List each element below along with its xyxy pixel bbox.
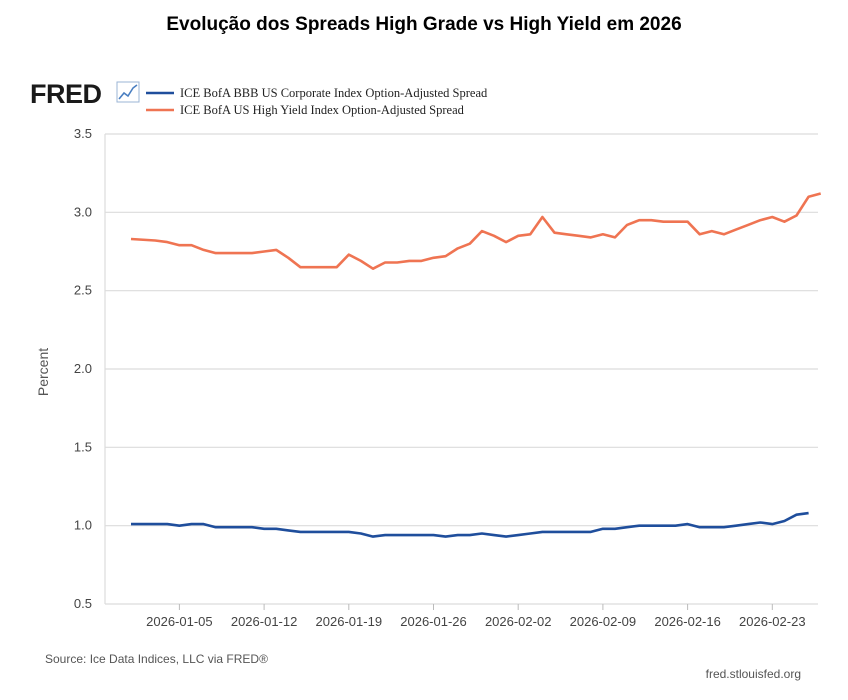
- series-line-bbb: [131, 511, 809, 538]
- fred-logo: FRED: [30, 79, 140, 109]
- y-tick-label: 2.0: [74, 361, 92, 376]
- fred-logo-text: FRED: [30, 79, 102, 109]
- site-link[interactable]: fred.stlouisfed.org: [706, 667, 801, 681]
- trend-chart-icon: [116, 81, 140, 103]
- x-tick-label: 2026-01-19: [316, 614, 383, 629]
- y-tick-label: 2.5: [74, 283, 92, 298]
- y-tick-label: 3.5: [74, 126, 92, 141]
- x-axis-ticks: 2026-01-05 2026-01-12 2026-01-19 2026-01-26…: [146, 604, 806, 629]
- x-tick-label: 2026-01-26: [400, 614, 467, 629]
- x-tick-label: 2026-02-02: [485, 614, 552, 629]
- series-line-high-yield: [130, 192, 822, 271]
- legend-label-bbb: ICE BofA BBB US Corporate Index Option-A…: [180, 86, 488, 100]
- x-tick-label: 2026-01-05: [146, 614, 213, 629]
- y-tick-label: 1.5: [74, 439, 92, 454]
- y-axis-ticks: 3.5 3.0 2.5 2.0 1.5 1.0 0.5: [74, 126, 92, 611]
- legend-label-high-yield: ICE BofA US High Yield Index Option-Adju…: [180, 103, 465, 117]
- legend: ICE BofA BBB US Corporate Index Option-A…: [146, 86, 488, 117]
- page-title: Evolução dos Spreads High Grade vs High …: [166, 14, 682, 35]
- y-axis-title: Percent: [35, 348, 51, 396]
- x-tick-label: 2026-02-16: [654, 614, 721, 629]
- gridlines: [104, 133, 818, 605]
- y-tick-label: 3.0: [74, 204, 92, 219]
- source-note: Source: Ice Data Indices, LLC via FRED®: [45, 652, 268, 666]
- y-tick-label: 1.0: [74, 518, 92, 533]
- series-lines: [130, 192, 822, 538]
- x-tick-label: 2026-02-09: [570, 614, 637, 629]
- x-tick-label: 2026-01-12: [231, 614, 298, 629]
- y-tick-label: 0.5: [74, 596, 92, 611]
- x-tick-label: 2026-02-23: [739, 614, 806, 629]
